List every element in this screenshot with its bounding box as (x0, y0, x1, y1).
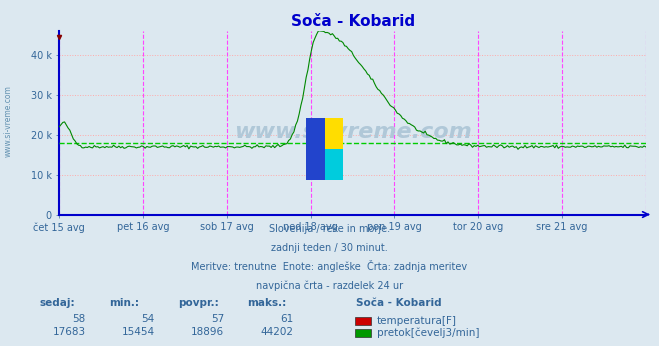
Text: zadnji teden / 30 minut.: zadnji teden / 30 minut. (271, 243, 388, 253)
Title: Soča - Kobarid: Soča - Kobarid (291, 13, 415, 29)
Bar (325, 118, 343, 149)
Text: maks.:: maks.: (247, 298, 287, 308)
Text: www.si-vreme.com: www.si-vreme.com (3, 85, 13, 157)
Text: www.si-vreme.com: www.si-vreme.com (234, 122, 471, 142)
Text: min.:: min.: (109, 298, 139, 308)
Bar (325, 149, 343, 180)
Text: Soča - Kobarid: Soča - Kobarid (356, 298, 442, 308)
Text: 57: 57 (211, 315, 224, 325)
Text: 17683: 17683 (53, 327, 86, 337)
Text: 61: 61 (280, 315, 293, 325)
Text: Meritve: trenutne  Enote: angleške  Črta: zadnja meritev: Meritve: trenutne Enote: angleške Črta: … (191, 260, 468, 272)
Text: 54: 54 (142, 315, 155, 325)
Text: 18896: 18896 (191, 327, 224, 337)
Text: sedaj:: sedaj: (40, 298, 75, 308)
Text: navpična črta - razdelek 24 ur: navpična črta - razdelek 24 ur (256, 280, 403, 291)
Text: Slovenija / reke in morje.: Slovenija / reke in morje. (269, 224, 390, 234)
Text: 44202: 44202 (260, 327, 293, 337)
Bar (306, 118, 325, 180)
Text: temperatura[F]: temperatura[F] (377, 316, 457, 326)
Text: 15454: 15454 (122, 327, 155, 337)
Text: pretok[čevelj3/min]: pretok[čevelj3/min] (377, 328, 480, 338)
Text: povpr.:: povpr.: (178, 298, 219, 308)
Text: 58: 58 (72, 315, 86, 325)
